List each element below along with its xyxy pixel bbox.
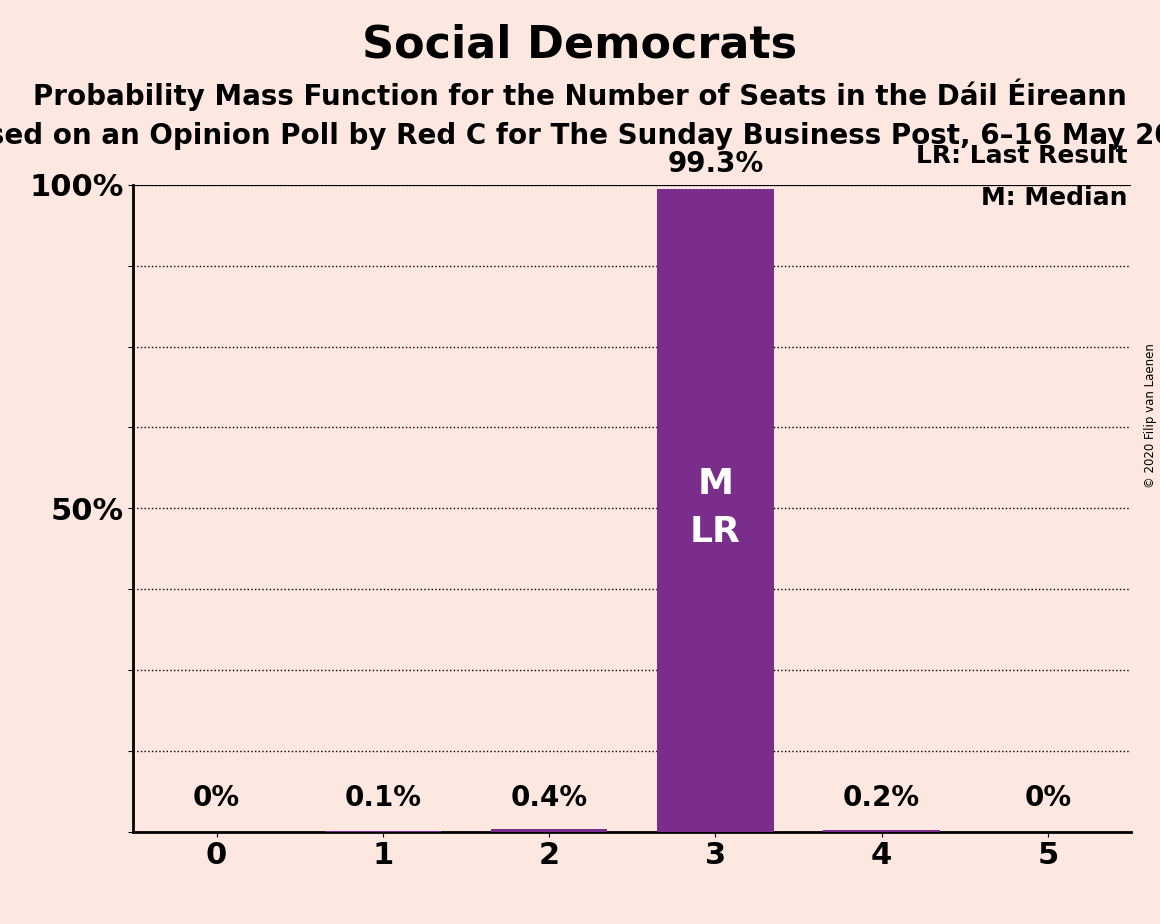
Text: Social Democrats: Social Democrats — [362, 23, 798, 67]
Text: Based on an Opinion Poll by Red C for The Sunday Business Post, 6–16 May 2019: Based on an Opinion Poll by Red C for Th… — [0, 122, 1160, 150]
Text: 99.3%: 99.3% — [667, 151, 763, 178]
Text: LR: Last Result: LR: Last Result — [916, 144, 1128, 167]
Bar — [657, 189, 774, 832]
Text: M: Median: M: Median — [981, 186, 1128, 210]
Text: 0.4%: 0.4% — [510, 784, 588, 812]
Text: 0.1%: 0.1% — [345, 784, 421, 812]
Text: 0.2%: 0.2% — [843, 784, 920, 812]
Text: 0%: 0% — [193, 784, 240, 812]
Bar — [824, 831, 940, 832]
Text: Probability Mass Function for the Number of Seats in the Dáil Éireann: Probability Mass Function for the Number… — [34, 79, 1126, 111]
Text: M
LR: M LR — [690, 468, 741, 549]
Text: © 2020 Filip van Laenen: © 2020 Filip van Laenen — [1144, 344, 1158, 488]
Bar — [491, 829, 608, 832]
Text: 0%: 0% — [1024, 784, 1072, 812]
